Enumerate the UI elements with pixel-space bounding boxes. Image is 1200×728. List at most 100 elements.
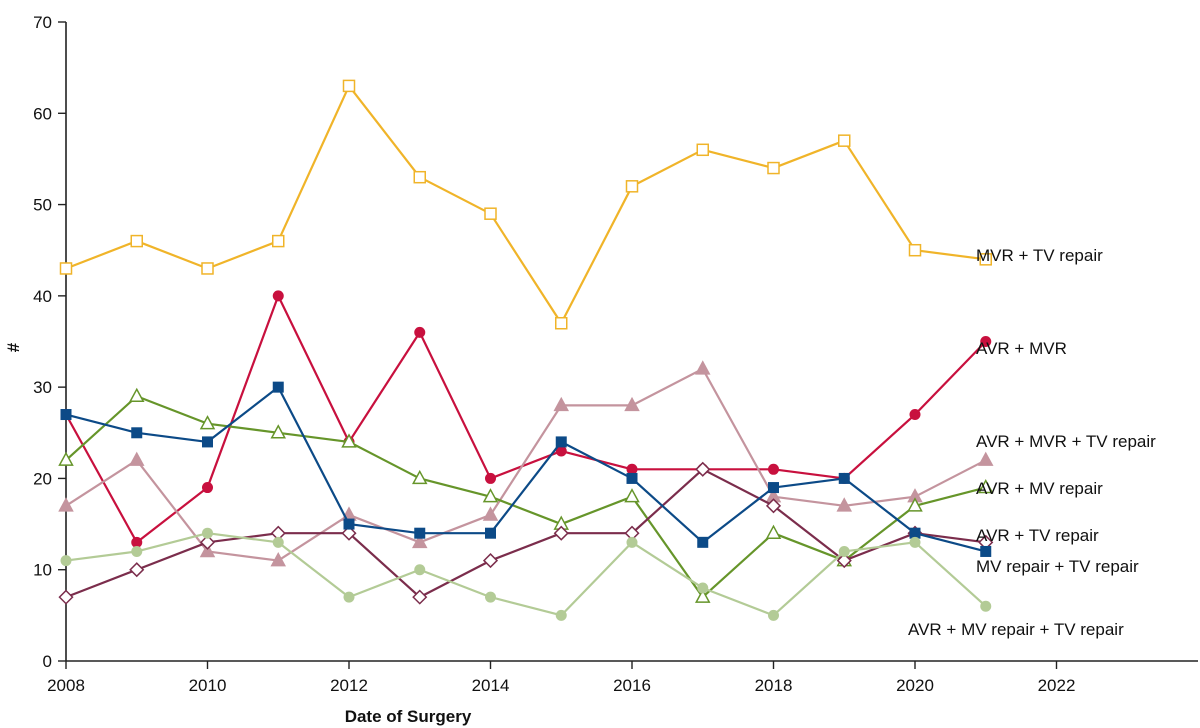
data-point [482,553,499,569]
data-point [697,536,709,548]
data-point [412,589,428,605]
data-point [202,436,213,448]
data-point [485,527,496,539]
data-point [58,497,74,512]
data-point [411,533,428,549]
data-point [979,253,992,266]
series-line [65,84,986,325]
data-point [765,524,782,539]
data-point [272,290,284,302]
x-axis-ticks: 2008 2010 2012 2014 2016 2018 2020 2022 [47,661,1075,695]
series-label-avr-mvr-tv-repair: AVR + MVR + TV repair [976,432,1156,451]
data-point [694,588,711,603]
x-tick-label: 2020 [896,676,934,695]
data-point [980,336,992,347]
data-point [838,134,851,147]
data-point [767,161,780,175]
data-point [836,497,853,512]
y-tick-label: 40 [33,287,52,306]
data-point [199,542,216,558]
data-point [342,79,356,93]
data-point [131,536,143,548]
data-point [202,482,213,494]
data-point [60,555,72,567]
series-line [65,468,986,599]
data-point [909,536,921,548]
data-point [272,381,284,393]
series-label-mv-repair-tv-repair: MV repair + TV repair [976,557,1139,576]
data-point [130,234,143,248]
series-label-avr-mvr: AVR + MVR [976,339,1067,358]
data-point [626,536,638,548]
x-axis-title: Date of Surgery [345,707,472,726]
y-tick-label: 30 [33,378,52,397]
data-point [414,564,426,576]
y-tick-label: 70 [33,13,52,32]
y-tick-label: 60 [33,104,52,123]
data-point [555,445,567,457]
data-point [980,600,992,612]
series-avr-tv-repair [58,461,994,605]
y-tick-label: 0 [43,652,52,671]
data-point [484,207,497,220]
data-point [624,396,640,412]
data-point [768,463,779,475]
data-point [60,409,72,421]
data-point [838,545,850,557]
y-tick-label: 10 [33,561,52,580]
data-point [909,409,921,421]
series-mvr-tv-repair [59,79,992,330]
data-point [626,472,638,484]
x-tick-label: 2008 [47,676,85,695]
series-label-avr-mv-repair: AVR + MV repair [976,479,1103,498]
y-tick-label: 20 [33,469,52,488]
data-point [343,591,355,603]
axes: 2008 2010 2012 2014 2016 2018 2020 2022 0 10 20 30… [4,13,1198,726]
data-point [768,482,779,494]
series-line [65,294,987,544]
data-point [129,562,145,578]
data-point [202,527,213,539]
y-tick-label: 50 [33,196,52,215]
series-labels: MVR + TV repair AVR + MVR AVR + MVR + TV r… [908,246,1156,639]
data-point [553,525,569,541]
data-point [128,451,145,466]
series-group [58,79,994,621]
data-point [980,545,992,557]
data-point [199,534,216,550]
data-point [270,552,287,567]
data-point [695,461,711,477]
data-point [697,582,709,594]
data-point [977,478,994,494]
data-point [482,506,499,521]
data-point [272,234,285,248]
data-point [341,525,357,541]
data-point [765,498,782,514]
data-point [625,180,639,193]
data-point [482,488,499,503]
series-label-avr-tv-repair: AVR + TV repair [976,526,1099,545]
data-point [553,396,570,412]
series-avr-mvr-tv-repair [58,360,994,567]
data-point [555,316,568,330]
data-point [907,497,923,512]
data-point [343,518,355,530]
data-point [626,463,638,475]
data-point [414,326,426,338]
data-point [58,451,74,466]
series-line [65,367,987,562]
series-label-mvr-tv-repair: MVR + TV repair [976,246,1103,265]
data-point [485,591,496,603]
y-axis-title: # [4,342,23,352]
data-point [131,427,143,439]
data-point [270,424,287,439]
x-tick-label: 2012 [330,676,368,695]
data-point [59,262,73,275]
data-point [555,609,567,621]
data-point [272,536,284,548]
data-point [485,472,496,484]
x-tick-label: 2018 [755,676,793,695]
data-point [696,143,709,157]
